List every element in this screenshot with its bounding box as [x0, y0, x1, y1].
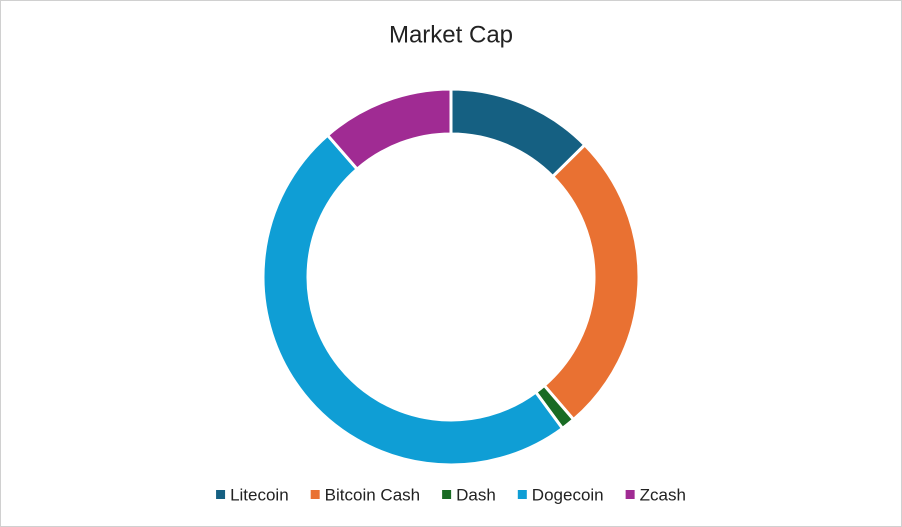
- legend-label: Dash: [456, 485, 496, 504]
- legend-label: Bitcoin Cash: [325, 485, 420, 504]
- chart-title: Market Cap: [389, 21, 513, 48]
- legend-label: Dogecoin: [532, 485, 604, 504]
- legend-swatch: [216, 490, 226, 499]
- legend-swatch: [625, 490, 635, 499]
- legend: Litecoin Bitcoin Cash Dash Dogecoin Zcash: [216, 485, 686, 504]
- legend-label: Zcash: [640, 485, 686, 504]
- legend-swatch: [517, 490, 527, 499]
- legend-swatch: [442, 490, 452, 499]
- doughnut-segment: [261, 133, 565, 467]
- doughnut-segment: [325, 87, 453, 172]
- legend-swatch: [310, 490, 320, 499]
- legend-label: Litecoin: [230, 485, 289, 504]
